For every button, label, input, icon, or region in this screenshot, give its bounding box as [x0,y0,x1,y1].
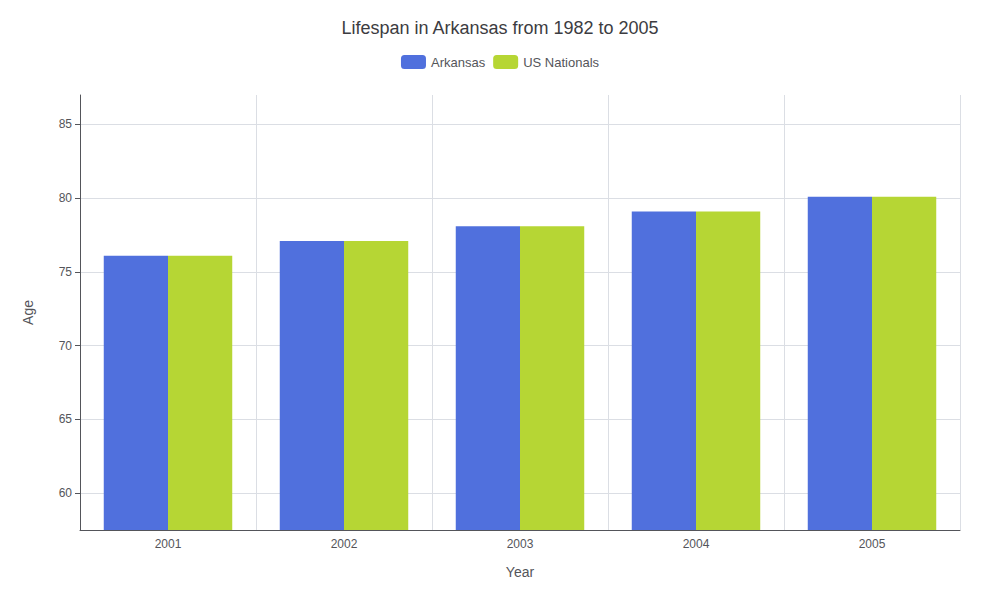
svg-text:2001: 2001 [155,537,182,551]
svg-text:Lifespan in Arkansas from 1982: Lifespan in Arkansas from 1982 to 2005 [341,18,658,38]
svg-text:70: 70 [59,339,73,353]
svg-text:Year: Year [506,564,535,580]
svg-text:80: 80 [59,191,73,205]
svg-text:75: 75 [59,265,73,279]
svg-text:2005: 2005 [859,537,886,551]
svg-text:85: 85 [59,117,73,131]
svg-text:2002: 2002 [331,537,358,551]
svg-text:60: 60 [59,486,73,500]
svg-text:US Nationals: US Nationals [523,55,599,70]
svg-text:Age: Age [20,300,36,325]
svg-text:2004: 2004 [683,537,710,551]
svg-text:Arkansas: Arkansas [431,55,486,70]
svg-text:65: 65 [59,412,73,426]
svg-text:2003: 2003 [507,537,534,551]
